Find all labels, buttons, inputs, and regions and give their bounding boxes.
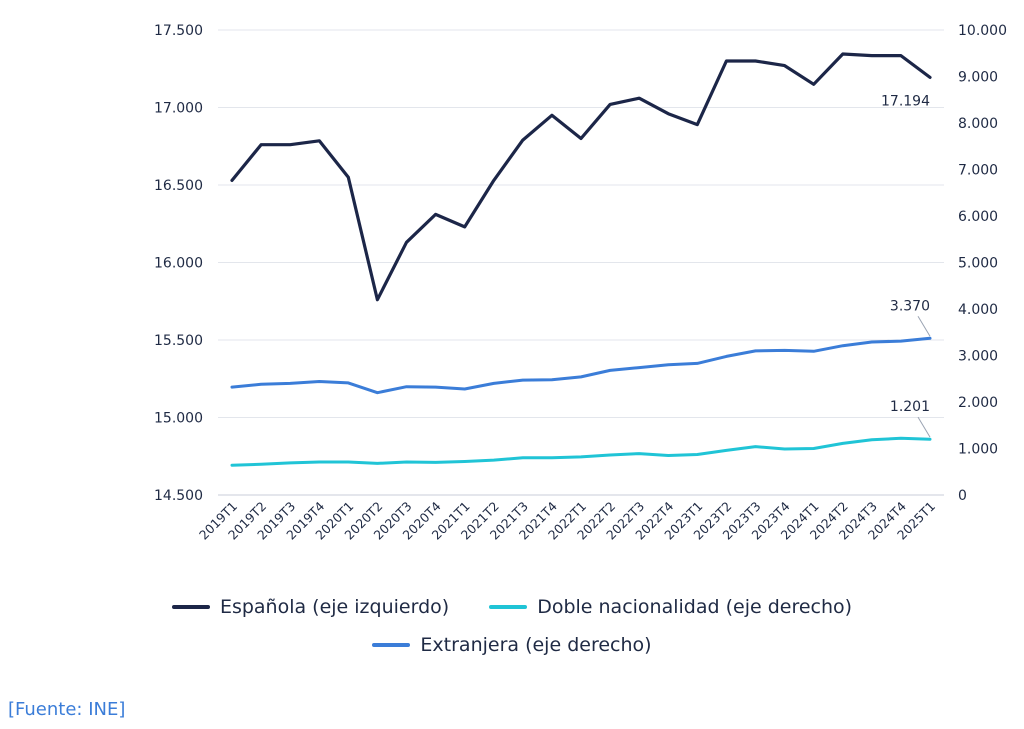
- right-tick-label: 4.000: [958, 302, 998, 318]
- source-note: [Fuente: INE]: [8, 699, 126, 720]
- right-tick-label: 6.000: [958, 209, 998, 225]
- legend-item-espanola[interactable]: Española (eje izquierdo): [171, 596, 450, 618]
- right-tick-label: 1.000: [958, 442, 998, 458]
- end-label-leader: [917, 316, 931, 337]
- legend-swatch-extranjera: [372, 643, 411, 647]
- series-line-1: [230, 436, 932, 467]
- right-tick-label: 7.000: [958, 163, 998, 179]
- end-label-1: 1.201: [890, 399, 930, 415]
- end-label-0: 17.194: [881, 93, 930, 109]
- right-tick-label: 5.000: [958, 256, 998, 272]
- right-tick-label: 3.000: [958, 349, 998, 365]
- end-label-leader: [917, 416, 931, 438]
- left-tick-label: 17.500: [154, 23, 203, 39]
- right-tick-label: 8.000: [958, 116, 998, 132]
- chart: 17.500 17.000 16.500 16.000 15.500 15.000 14.5…: [154, 23, 1007, 543]
- left-tick-label: 15.000: [154, 411, 203, 427]
- left-tick-label: 16.000: [154, 256, 203, 272]
- legend-label-espanola: Española (eje izquierdo): [219, 596, 450, 618]
- x-axis: 2019T12019T22019T32019T42020T12020T22020…: [196, 498, 938, 542]
- right-tick-label: 2.000: [958, 395, 998, 411]
- right-tick-label: 0: [958, 488, 967, 504]
- legend-swatch-doble: [489, 605, 528, 609]
- legend-item-extranjera[interactable]: Extranjera (eje derecho): [372, 634, 652, 656]
- series-line-2: [230, 336, 932, 395]
- right-tick-label: 10.000: [958, 23, 1007, 39]
- left-axis: 17.500 17.000 16.500 16.000 15.500 15.000 14.5…: [154, 23, 203, 504]
- legend-swatch-espanola: [171, 605, 210, 609]
- legend-label-doble: Doble nacionalidad (eje derecho): [537, 596, 853, 618]
- legend-item-doble[interactable]: Doble nacionalidad (eje derecho): [489, 596, 852, 618]
- series-line-0: [230, 52, 932, 302]
- legend-label-extranjera: Extranjera (eje derecho): [420, 634, 652, 656]
- left-tick-label: 17.000: [154, 101, 203, 117]
- end-label-2: 3.370: [890, 298, 930, 314]
- gridlines: [218, 29, 944, 496]
- legend-row-2: Extranjera (eje derecho): [0, 634, 1024, 656]
- end-labels: 17.194 1.201 3.370: [881, 93, 931, 438]
- left-tick-label: 16.500: [154, 178, 203, 194]
- legend-row-1: Española (eje izquierdo) Doble nacionali…: [0, 596, 1024, 618]
- right-tick-label: 9.000: [958, 70, 998, 86]
- left-tick-label: 14.500: [154, 488, 203, 504]
- left-tick-label: 15.500: [154, 333, 203, 349]
- right-axis: 10.000 9.000 8.000 7.000 6.000 5.000 4.000 3.00…: [958, 23, 1007, 504]
- series-lines: [230, 52, 932, 467]
